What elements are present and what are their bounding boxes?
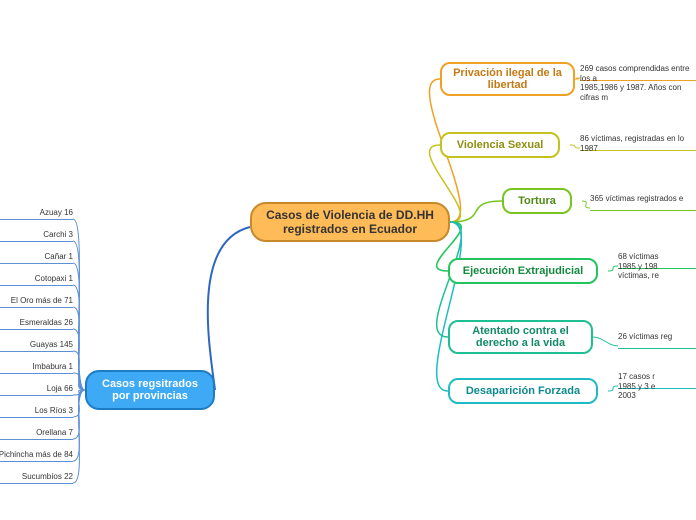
province-item: Cotopaxi 1: [35, 274, 73, 283]
category-priv[interactable]: Privación ilegal de la libertad: [440, 62, 575, 96]
category-desa[interactable]: Desaparición Forzada: [448, 378, 598, 404]
province-underline: [0, 483, 73, 484]
category-detail-desa: 17 casos r1985 y 3 e2003: [618, 372, 655, 401]
province-item: Guayas 145: [30, 340, 73, 349]
category-tort[interactable]: Tortura: [502, 188, 572, 214]
province-item: Carchi 3: [43, 230, 73, 239]
province-underline: [0, 263, 73, 264]
category-detail-ejec: 68 víctimas1985 y 198víctimas, re: [618, 252, 659, 281]
category-detail-aten: 26 víctimas reg: [618, 332, 672, 342]
province-item: Esmeraldas 26: [20, 318, 73, 327]
province-underline: [0, 285, 73, 286]
category-ejec[interactable]: Ejecución Extrajudicial: [448, 258, 598, 284]
province-item: Imbabura 1: [33, 362, 73, 371]
category-vsex[interactable]: Violencia Sexual: [440, 132, 560, 158]
province-underline: [0, 373, 73, 374]
province-underline: [0, 461, 73, 462]
province-item: Orellana 7: [36, 428, 73, 437]
province-item: Sucumbíos 22: [22, 472, 73, 481]
province-underline: [0, 219, 73, 220]
category-detail-tort: 365 víctimas registrados e: [590, 194, 683, 204]
province-underline: [0, 439, 73, 440]
province-item: Pichincha más de 84: [0, 450, 73, 459]
province-underline: [0, 307, 73, 308]
center-node[interactable]: Casos de Violencia de DD.HH registrados …: [250, 202, 450, 242]
category-detail-priv: 269 casos comprendidas entre los a1985,1…: [580, 64, 696, 102]
province-underline: [0, 417, 73, 418]
detail-underline-tort: [590, 210, 696, 211]
province-underline: [0, 241, 73, 242]
province-underline: [0, 351, 73, 352]
province-item: Los Ríos 3: [35, 406, 73, 415]
province-item: Azuay 16: [40, 208, 73, 217]
category-detail-vsex: 86 víctimas, registradas en lo1987: [580, 134, 684, 153]
category-aten[interactable]: Atentado contra el derecho a la vida: [448, 320, 593, 354]
province-underline: [0, 329, 73, 330]
province-item: Loja 66: [47, 384, 73, 393]
province-item: El Oro más de 71: [11, 296, 73, 305]
provinces-hub[interactable]: Casos regsitrados por provincias: [85, 370, 215, 410]
detail-underline-aten: [618, 348, 696, 349]
province-item: Cañar 1: [45, 252, 73, 261]
province-underline: [0, 395, 73, 396]
